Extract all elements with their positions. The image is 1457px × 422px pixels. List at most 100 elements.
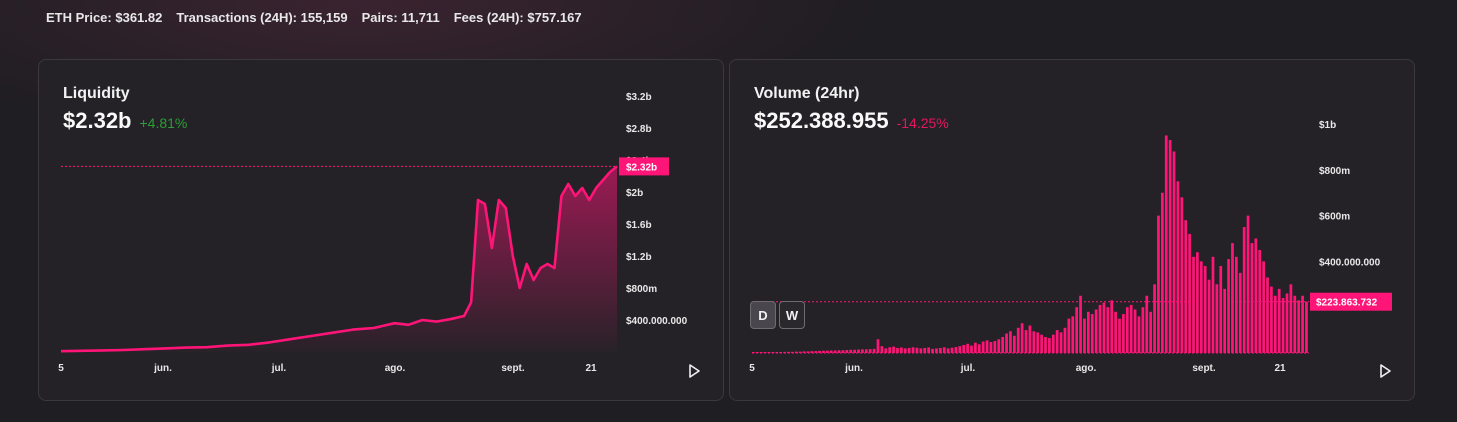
volume-change: -14.25% [896,115,949,131]
volume-bar [1238,272,1242,353]
play-icon[interactable] [686,363,702,379]
volume-bar [962,344,966,353]
volume-bar [1219,265,1223,353]
volume-bar [1289,284,1293,353]
y-tick-label: $2.8b [626,124,652,135]
volume-bar [1293,295,1297,353]
liquidity-area [61,166,617,352]
volume-bar [1044,336,1047,353]
x-tick-label: ago. [1076,363,1097,374]
volume-title: Volume (24hr) [754,85,860,102]
volume-bar [888,347,892,353]
volume-bar [997,339,1001,353]
volume-value-row: $252.388.955 -14.25% [754,108,949,134]
volume-bar [958,346,962,353]
volume-bar [919,348,923,353]
liquidity-current-tag [619,157,669,176]
volume-bar [931,348,934,353]
volume-bar [993,341,997,353]
volume-bar [985,340,989,353]
play-icon[interactable] [686,363,702,379]
volume-bar [1223,288,1227,353]
x-tick-label: 21 [1274,363,1286,374]
volume-bar [1273,295,1277,353]
volume-bar [966,343,969,353]
fees-24h: Fees (24H): $757.167 [453,10,582,25]
volume-bar [810,351,814,353]
volume-bar [1234,256,1238,353]
volume-bar [1036,332,1040,353]
volume-bar [1266,277,1269,353]
volume-bar [1207,279,1211,353]
play-icon[interactable] [1377,363,1393,379]
volume-bar [1149,311,1153,353]
volume-bar [837,350,841,353]
weekly-toggle-button[interactable]: W [779,301,805,329]
volume-bar [981,341,985,353]
volume-bar [1075,307,1079,353]
volume-bar [1301,295,1304,353]
volume-bar [989,342,993,353]
volume-bar [1071,316,1075,353]
volume-bar [938,347,942,353]
volume-bar [1122,314,1125,353]
volume-bar [794,351,798,353]
volume-bar [950,347,954,353]
volume-bar [1133,309,1137,353]
play-icon[interactable] [1377,363,1393,379]
x-tick-label: sept. [501,363,525,374]
volume-bar [1203,265,1207,353]
volume-bar [814,351,818,353]
volume-bar [1125,307,1129,353]
volume-bar [806,351,810,353]
volume-bar [1180,197,1184,353]
eth-price: ETH Price: $361.82 [46,10,163,25]
volume-bar [935,348,938,353]
x-tick-label: ago. [385,363,406,374]
volume-bar [822,350,825,353]
volume-bar [1102,302,1106,353]
volume-bar [1188,233,1191,353]
volume-bar [1118,318,1121,353]
volume-bar [1227,259,1230,353]
volume-bar [1020,323,1024,353]
liquidity-value: $2.32b [63,108,132,133]
volume-bar [946,348,950,353]
volume-current-tag-label: $223.863.732 [1316,298,1378,309]
volume-bar [1168,140,1172,353]
volume-current-tag [1310,292,1392,311]
volume-bar [1001,336,1005,353]
volume-bar [1055,330,1059,353]
volume-bar [974,342,977,353]
volume-bar [1172,151,1176,353]
volume-bar [1129,304,1133,353]
volume-bar [1009,331,1012,353]
volume-bar [1005,333,1008,353]
liquidity-chart[interactable]: $400.000.000$800m$1.2b$1.6b$2b$2.4b$2.8b… [39,60,723,400]
volume-bar [1215,284,1219,353]
volume-bar [942,347,946,353]
volume-bar [861,349,864,353]
volume-chart[interactable]: $400.000.000 $600m $800m $1b $223.863.732 5 ju… [730,60,1414,400]
volume-bar [826,350,829,353]
y-tick-label: $600m [1319,212,1350,223]
volume-bar [1048,338,1051,353]
volume-bar [1258,249,1262,353]
volume-bar [923,347,927,353]
volume-bar [787,351,790,353]
volume-bar [1145,295,1149,353]
volume-bar [833,350,837,353]
volume-bar [857,349,860,353]
volume-bar [849,349,853,353]
liquidity-current-tag-label: $2.32b [626,162,657,173]
volume-bar [1270,286,1273,353]
volume-bar [1137,316,1141,353]
liquidity-card: $400.000.000$800m$1.2b$1.6b$2b$2.4b$2.8b… [38,59,724,401]
volume-bar [864,349,868,353]
volume-bar [1192,256,1195,353]
x-tick-label: 5 [58,363,64,374]
volume-bar [1114,311,1117,353]
x-tick-label: jul. [960,363,976,374]
daily-toggle-button[interactable]: D [750,301,776,329]
volume-bar [1184,220,1188,353]
